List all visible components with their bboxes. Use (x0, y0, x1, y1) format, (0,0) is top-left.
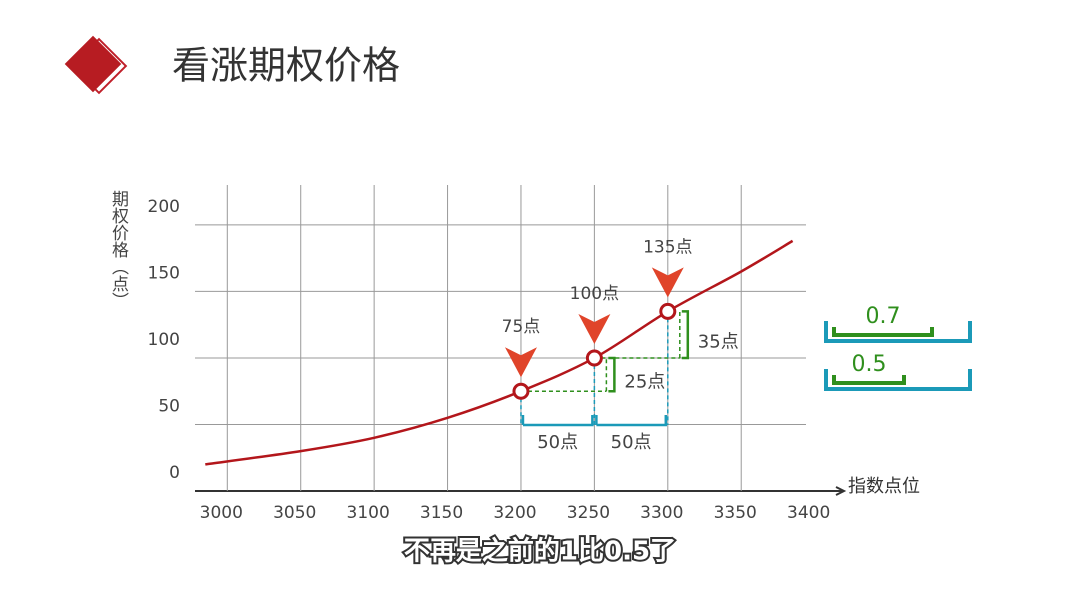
key-point (659, 302, 677, 320)
x-tick-label: 3300 (640, 503, 683, 523)
y-step-bracket (681, 310, 690, 360)
y-step-bracket (608, 356, 616, 393)
title-icon (64, 35, 128, 95)
unit-bracket (824, 369, 972, 391)
x-step-label: 50点 (537, 432, 578, 453)
point-label: 135点 (643, 237, 692, 257)
x-tick-label: 3100 (347, 503, 390, 523)
point-label: 75点 (502, 317, 541, 337)
pointer-arrow (651, 267, 684, 298)
dashed-guide (594, 311, 681, 359)
x-tick-label: 3050 (273, 503, 316, 523)
y-tick-label: 0 (169, 463, 180, 483)
x-step-bracket (521, 415, 594, 427)
caption: 不再是之前的1比0.5了 (404, 536, 676, 567)
y-step-label: 25点 (624, 372, 665, 393)
dashed-guide (520, 357, 608, 392)
x-step-bracket (595, 415, 668, 427)
x-tick-label: 3400 (787, 503, 830, 523)
x-tick-label: 3350 (714, 503, 757, 523)
unit-bracket (824, 321, 972, 343)
point-label: 100点 (570, 284, 619, 304)
axis-arrow (806, 486, 847, 496)
x-tick-label: 3200 (493, 503, 536, 523)
y-tick-label: 200 (148, 197, 180, 217)
key-point (585, 349, 603, 367)
y-tick-label: 50 (158, 396, 180, 416)
ratio-label: 0.5 (852, 352, 887, 377)
ratio-label: 0.7 (866, 304, 901, 329)
x-axis-label: 指数点位 (848, 476, 920, 497)
x-tick-label: 3150 (420, 503, 463, 523)
pointer-arrow (504, 347, 537, 378)
y-tick-label: 100 (148, 330, 180, 350)
y-axis-label: 期权价格（点） (108, 190, 129, 309)
slide-title: 看涨期权价格 (172, 44, 400, 88)
y-tick-label: 150 (148, 263, 180, 283)
x-tick-label: 3000 (200, 503, 243, 523)
ratio-bar (832, 375, 906, 385)
ratio-bar (832, 327, 934, 337)
x-tick-label: 3250 (567, 503, 610, 523)
x-step-label: 50点 (611, 432, 652, 453)
key-point (512, 382, 530, 400)
y-step-label: 35点 (698, 332, 739, 353)
pointer-arrow (578, 313, 611, 344)
